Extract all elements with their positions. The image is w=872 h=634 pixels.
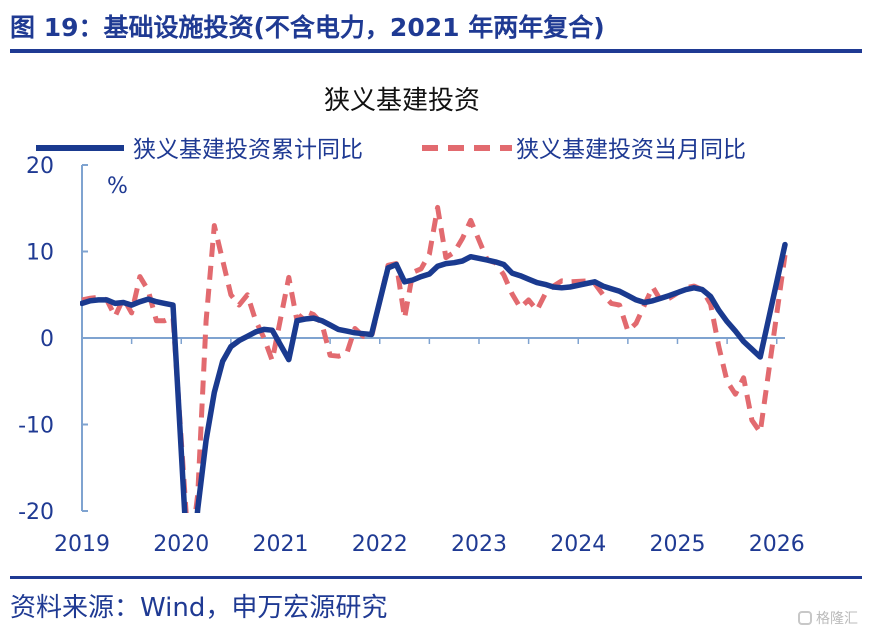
series-line-monthly: [81, 204, 788, 513]
y-tick-label: 20: [26, 154, 54, 179]
y-tick-label: 10: [26, 241, 54, 266]
y-tick-label: -10: [18, 414, 54, 439]
legend-label-monthly: 狭义基建投资当月同比: [516, 137, 746, 163]
x-tick-label: 2023: [451, 532, 507, 557]
y-tick-label: -20: [18, 500, 54, 525]
source-note: 资料来源：Wind，申万宏源研究: [10, 593, 388, 623]
x-tick-label: 2022: [352, 532, 408, 557]
series-layer: [80, 204, 788, 513]
x-tick-label: 2026: [749, 532, 805, 557]
figure-title: 图 19：基础设施投资(不含电力，2021 年两年复合): [10, 13, 605, 42]
top-rule: [10, 49, 862, 53]
watermark-text: 格隆汇: [816, 611, 858, 627]
watermark: 格隆汇: [798, 608, 858, 628]
x-tick-label: 2020: [153, 532, 209, 557]
bottom-rule: [10, 576, 862, 579]
x-tick-label: 2019: [54, 532, 110, 557]
y-axis-unit: %: [107, 174, 128, 199]
watermark-logo-icon: [798, 611, 812, 625]
chart-title: 狭义基建投资: [324, 86, 480, 116]
series-line-cumulative: [80, 241, 788, 513]
legend: 狭义基建投资累计同比 狭义基建投资当月同比: [36, 137, 746, 163]
x-tick-label: 2025: [649, 532, 705, 557]
x-tick-label: 2021: [252, 532, 308, 557]
legend-label-cumulative: 狭义基建投资累计同比: [133, 137, 363, 163]
y-tick-label: 0: [40, 327, 54, 352]
x-tick-label: 2024: [550, 532, 606, 557]
